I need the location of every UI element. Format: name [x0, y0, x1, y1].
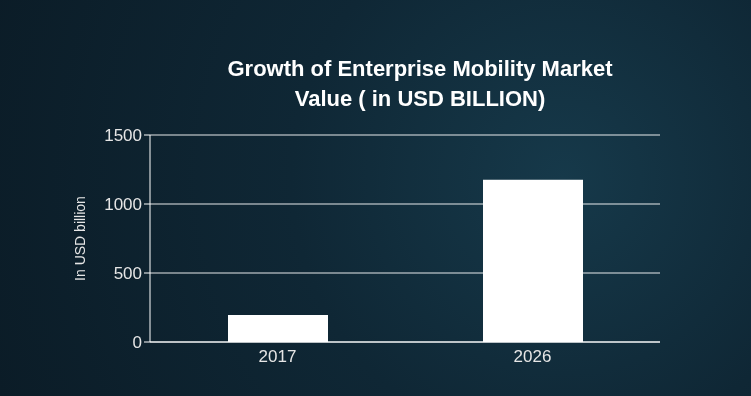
svg-text:0: 0	[133, 333, 142, 352]
svg-text:1000: 1000	[104, 195, 142, 214]
svg-text:In USD billion: In USD billion	[72, 196, 88, 281]
svg-text:2017: 2017	[259, 347, 297, 366]
svg-text:2026: 2026	[514, 347, 552, 366]
html-text:Growth of Enterprise Mobility: Growth of Enterprise Mobility Market Val…	[227, 56, 613, 111]
svg-text:500: 500	[114, 264, 142, 283]
svg-text:1500: 1500	[104, 126, 142, 145]
